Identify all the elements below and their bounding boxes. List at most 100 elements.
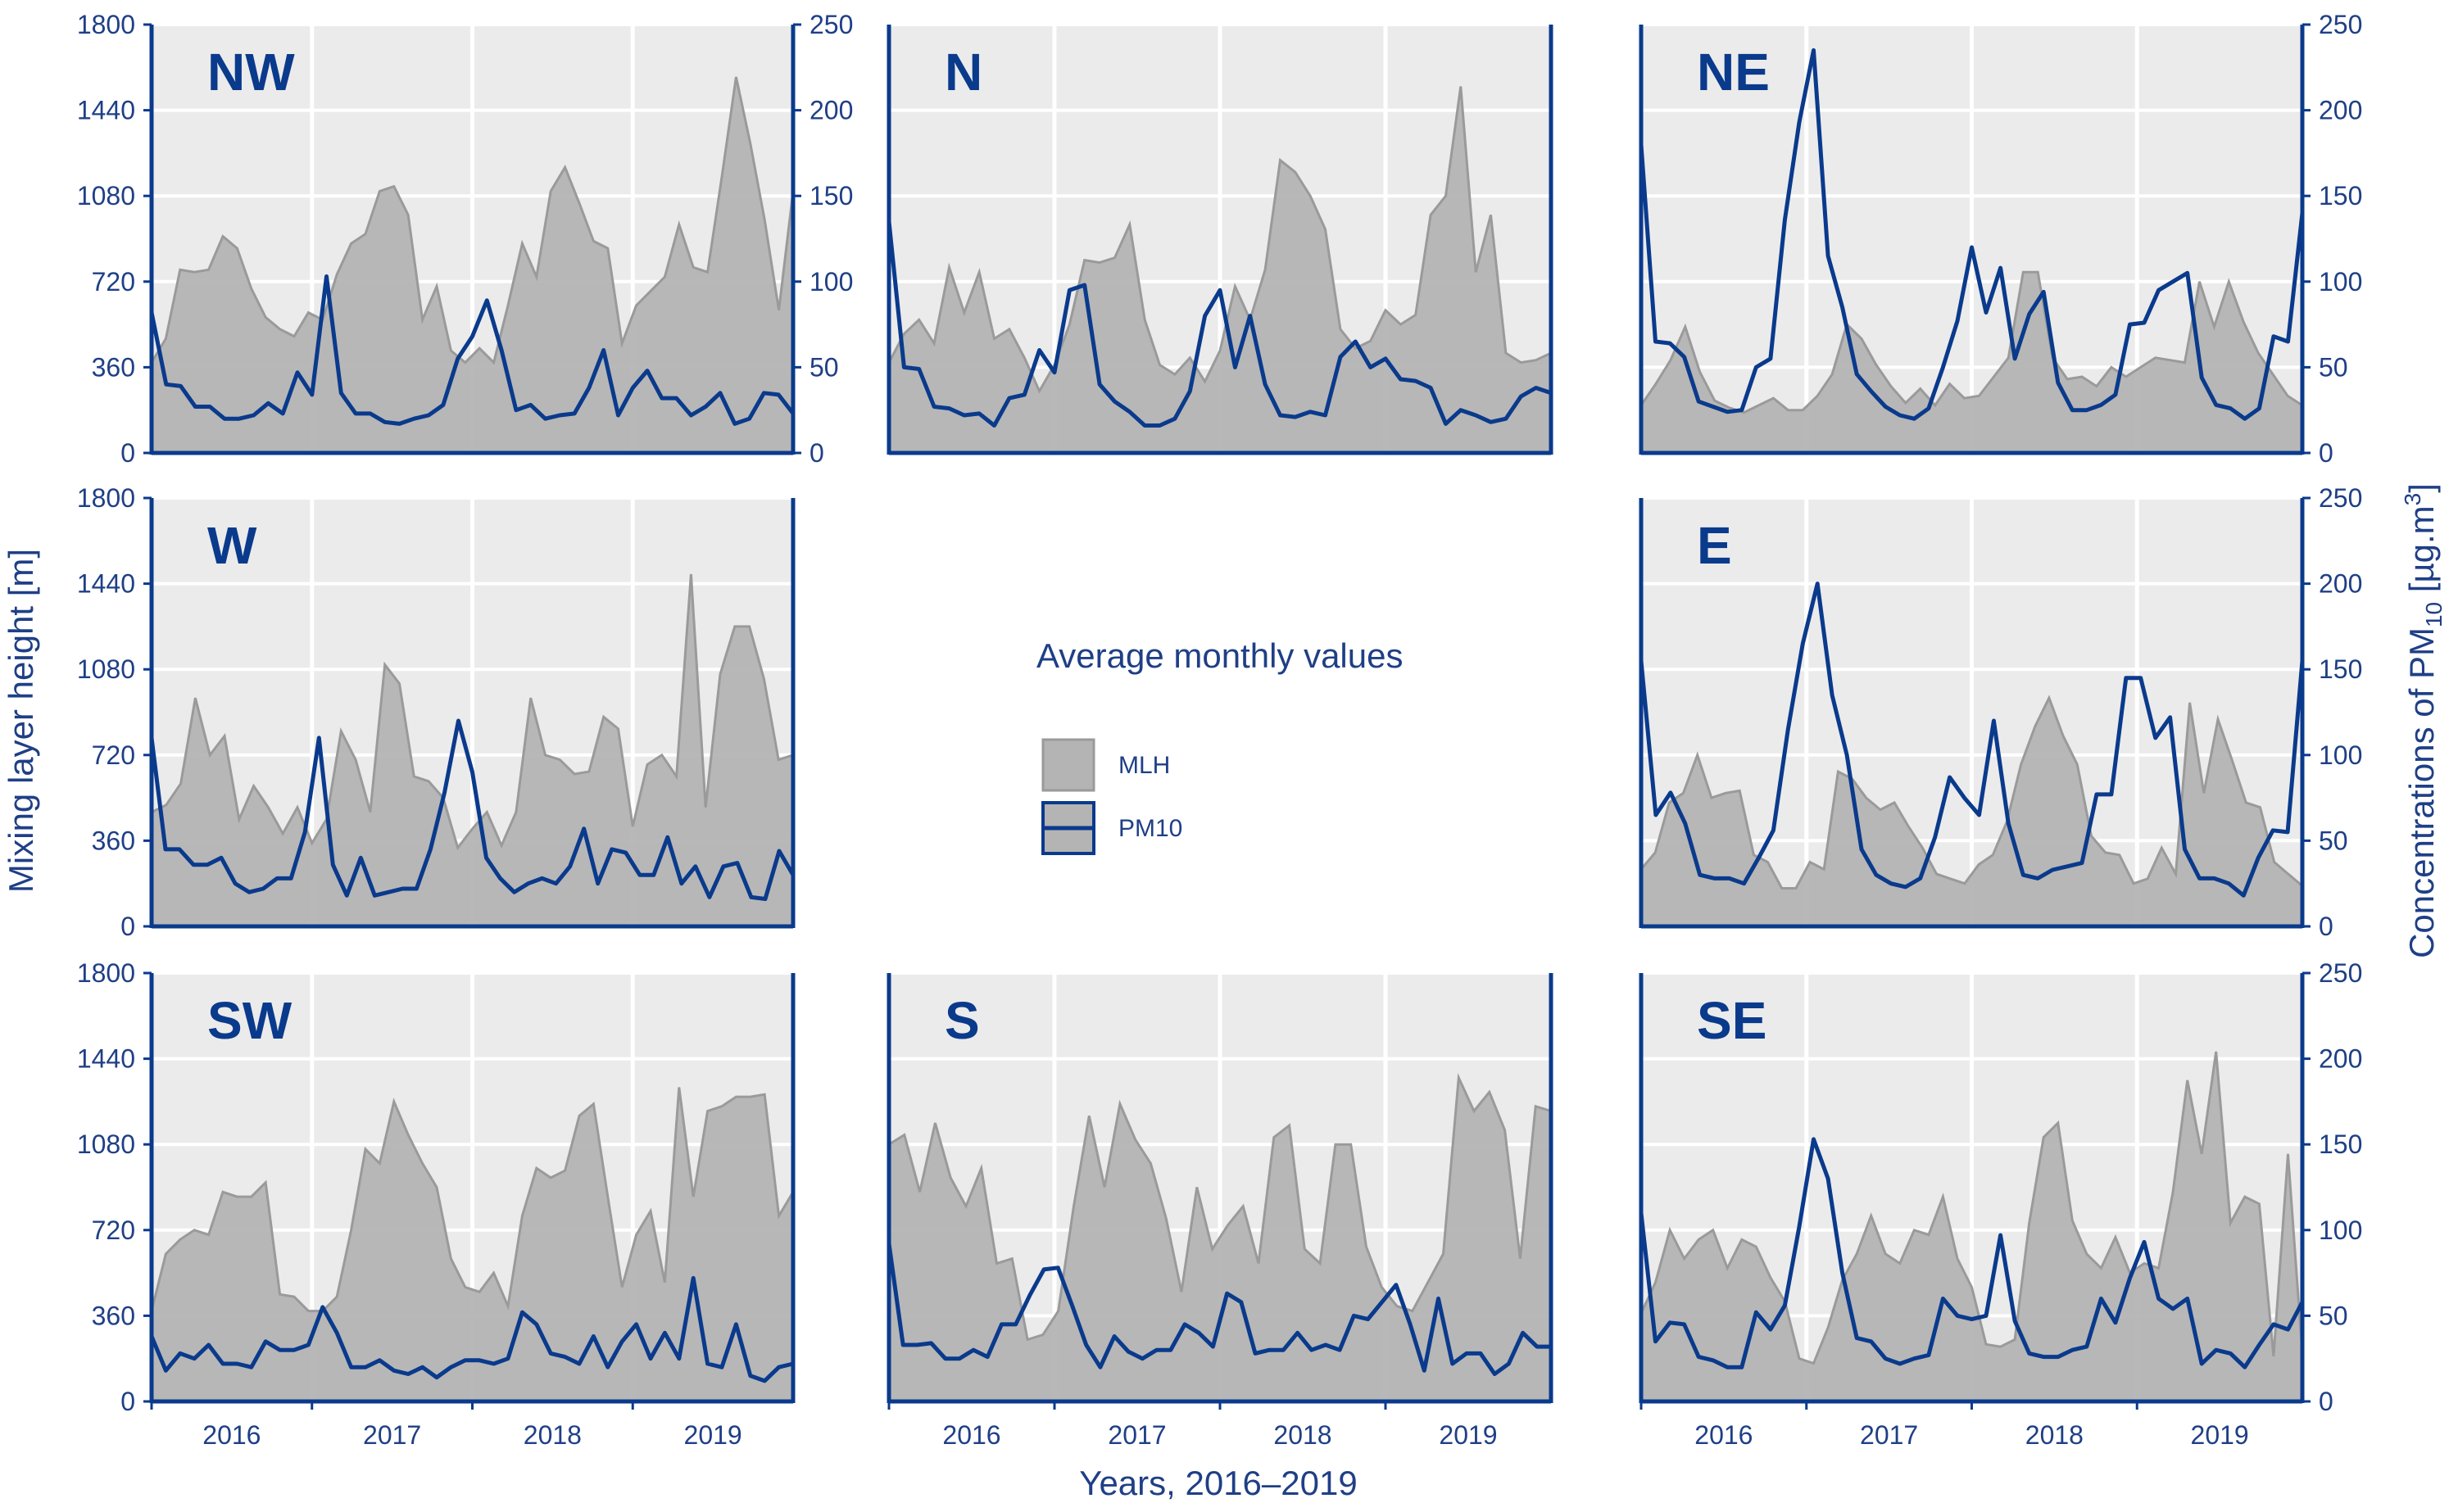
panel-n: N [887, 23, 1553, 455]
panel-se: 0 50 100 150 200 250 2016 2017 2018 2019 SE [1639, 958, 2362, 1450]
y-right-axis-title: Concentrations of PM10 [µg.m3] [2400, 483, 2447, 958]
series-mlh-area [150, 1087, 795, 1403]
tick-label-left: 720 [92, 740, 135, 770]
tick-label-right: 150 [810, 181, 853, 211]
y-right-title-part-3: [µg.m [2402, 505, 2441, 602]
x-axis-title: Years, 2016–2019 [1079, 1464, 1357, 1502]
tick-label-left: 0 [120, 912, 135, 941]
series-mlh-area [1639, 270, 2304, 455]
panel-label: SW [207, 991, 293, 1050]
tick-label-year: 2018 [524, 1420, 582, 1450]
legend-mlh-label: MLH [1118, 752, 1170, 779]
tick-label-right: 100 [810, 267, 853, 297]
series-pm10-line [887, 221, 1552, 428]
tick-label-right: 200 [810, 96, 853, 125]
tick-label-right: 50 [2319, 826, 2348, 855]
series-pm10-line [149, 718, 796, 901]
tick-label-year: 2019 [684, 1420, 742, 1450]
tick-label-year: 2016 [202, 1420, 261, 1450]
series-pm10-line [1639, 1137, 2305, 1369]
tick-label-year: 2017 [363, 1420, 421, 1450]
panel-e: 0 50 100 150 200 250 E [1639, 483, 2362, 941]
tick-label-right: 250 [2319, 483, 2362, 513]
tick-label-left: 1080 [77, 654, 135, 684]
y-right-title-superscript: 3 [2400, 493, 2425, 506]
panel-sw: 0 360 720 1080 1440 1800 2016 2017 2018 2019 SW [77, 958, 796, 1450]
tick-label-left: 1800 [77, 958, 135, 988]
panel-label: E [1697, 516, 1732, 575]
tick-label-left: 1440 [77, 569, 135, 599]
tick-label-year: 2018 [1273, 1420, 1331, 1450]
tick-label-right: 250 [2319, 958, 2362, 988]
panel-label: NW [207, 43, 295, 102]
panels-layer: 0 360 720 1080 1440 1800 0 50 100 150 200 250 NW N 0 50… [77, 10, 2363, 1450]
tick-label-right: 150 [2319, 181, 2362, 211]
tick-label-year: 2017 [1108, 1420, 1166, 1450]
series-mlh-area [887, 1073, 1553, 1403]
panel-label: NE [1697, 43, 1770, 102]
legend-item-mlh: MLH [1041, 738, 1170, 792]
tick-label-left: 720 [92, 1215, 135, 1245]
panel-label: S [945, 991, 980, 1050]
tick-label-right: 100 [2319, 1215, 2362, 1245]
panel-w: 0 360 720 1080 1440 1800 W [77, 483, 796, 941]
tick-label-left: 0 [120, 1387, 135, 1416]
panel-s: 2016 2017 2018 2019 S [887, 971, 1553, 1450]
y-left-axis-title: Mixing layer height [m] [2, 549, 40, 893]
y-right-title-part-1: Concentrations of PM [2402, 627, 2441, 958]
legend-pm10-label: PM10 [1118, 815, 1182, 842]
tick-label-year: 2016 [942, 1420, 1000, 1450]
series-pm10-line [887, 1243, 1551, 1376]
tick-label-left: 360 [92, 826, 135, 855]
tick-label-right: 0 [2319, 1387, 2333, 1416]
tick-label-year: 2019 [2191, 1420, 2249, 1450]
tick-label-left: 1800 [77, 10, 135, 39]
series-pm10-line [149, 1275, 794, 1383]
tick-label-right: 50 [810, 352, 839, 382]
legend-item-pm10: PM10 [1041, 801, 1182, 855]
tick-label-right: 200 [2319, 96, 2362, 125]
tick-label-right: 0 [2319, 438, 2333, 468]
legend-mlh-swatch [1041, 738, 1095, 792]
tick-label-right: 250 [2319, 10, 2362, 39]
series-pm10-line [149, 274, 795, 426]
panel-label: SE [1697, 991, 1766, 1050]
tick-label-left: 360 [92, 352, 135, 382]
tick-label-year: 2019 [1439, 1420, 1497, 1450]
tick-label-right: 100 [2319, 267, 2362, 297]
tick-label-year: 2017 [1860, 1420, 1918, 1450]
tick-label-right: 250 [810, 10, 853, 39]
y-right-title-subscript: 10 [2421, 602, 2447, 627]
panel-ne: 0 50 100 150 200 250 NE [1639, 10, 2362, 468]
tick-label-right: 0 [810, 438, 824, 468]
tick-label-left: 1440 [77, 96, 135, 125]
legend: Average monthly values MLH PM10 [1036, 636, 1403, 855]
tick-label-left: 1800 [77, 483, 135, 513]
series-pm10-line [1639, 582, 2305, 898]
tick-label-right: 200 [2319, 1044, 2362, 1074]
panel-label: N [945, 43, 982, 102]
series-mlh-area [150, 76, 795, 455]
tick-label-right: 50 [2319, 1301, 2348, 1330]
tick-label-left: 720 [92, 267, 135, 297]
tick-label-left: 1080 [77, 181, 135, 211]
tick-label-right: 200 [2319, 569, 2362, 599]
tick-label-right: 0 [2319, 912, 2333, 941]
panel-label: W [207, 516, 257, 575]
panel-nw: 0 360 720 1080 1440 1800 0 50 100 150 200 250 NW [77, 10, 854, 468]
series-pm10-line [1639, 48, 2305, 421]
tick-label-left: 0 [120, 438, 135, 468]
tick-label-right: 150 [2319, 1129, 2362, 1159]
tick-label-right: 150 [2319, 654, 2362, 684]
legend-title: Average monthly values [1036, 636, 1403, 675]
tick-label-left: 360 [92, 1301, 135, 1330]
tick-label-right: 50 [2319, 352, 2348, 382]
tick-label-year: 2016 [1694, 1420, 1753, 1450]
tick-label-year: 2018 [2025, 1420, 2084, 1450]
y-right-title-part-5: ] [2402, 483, 2441, 493]
tick-label-left: 1080 [77, 1129, 135, 1159]
series-mlh-area [1639, 695, 2304, 928]
tick-label-right: 100 [2319, 740, 2362, 770]
tick-label-left: 1440 [77, 1044, 135, 1074]
